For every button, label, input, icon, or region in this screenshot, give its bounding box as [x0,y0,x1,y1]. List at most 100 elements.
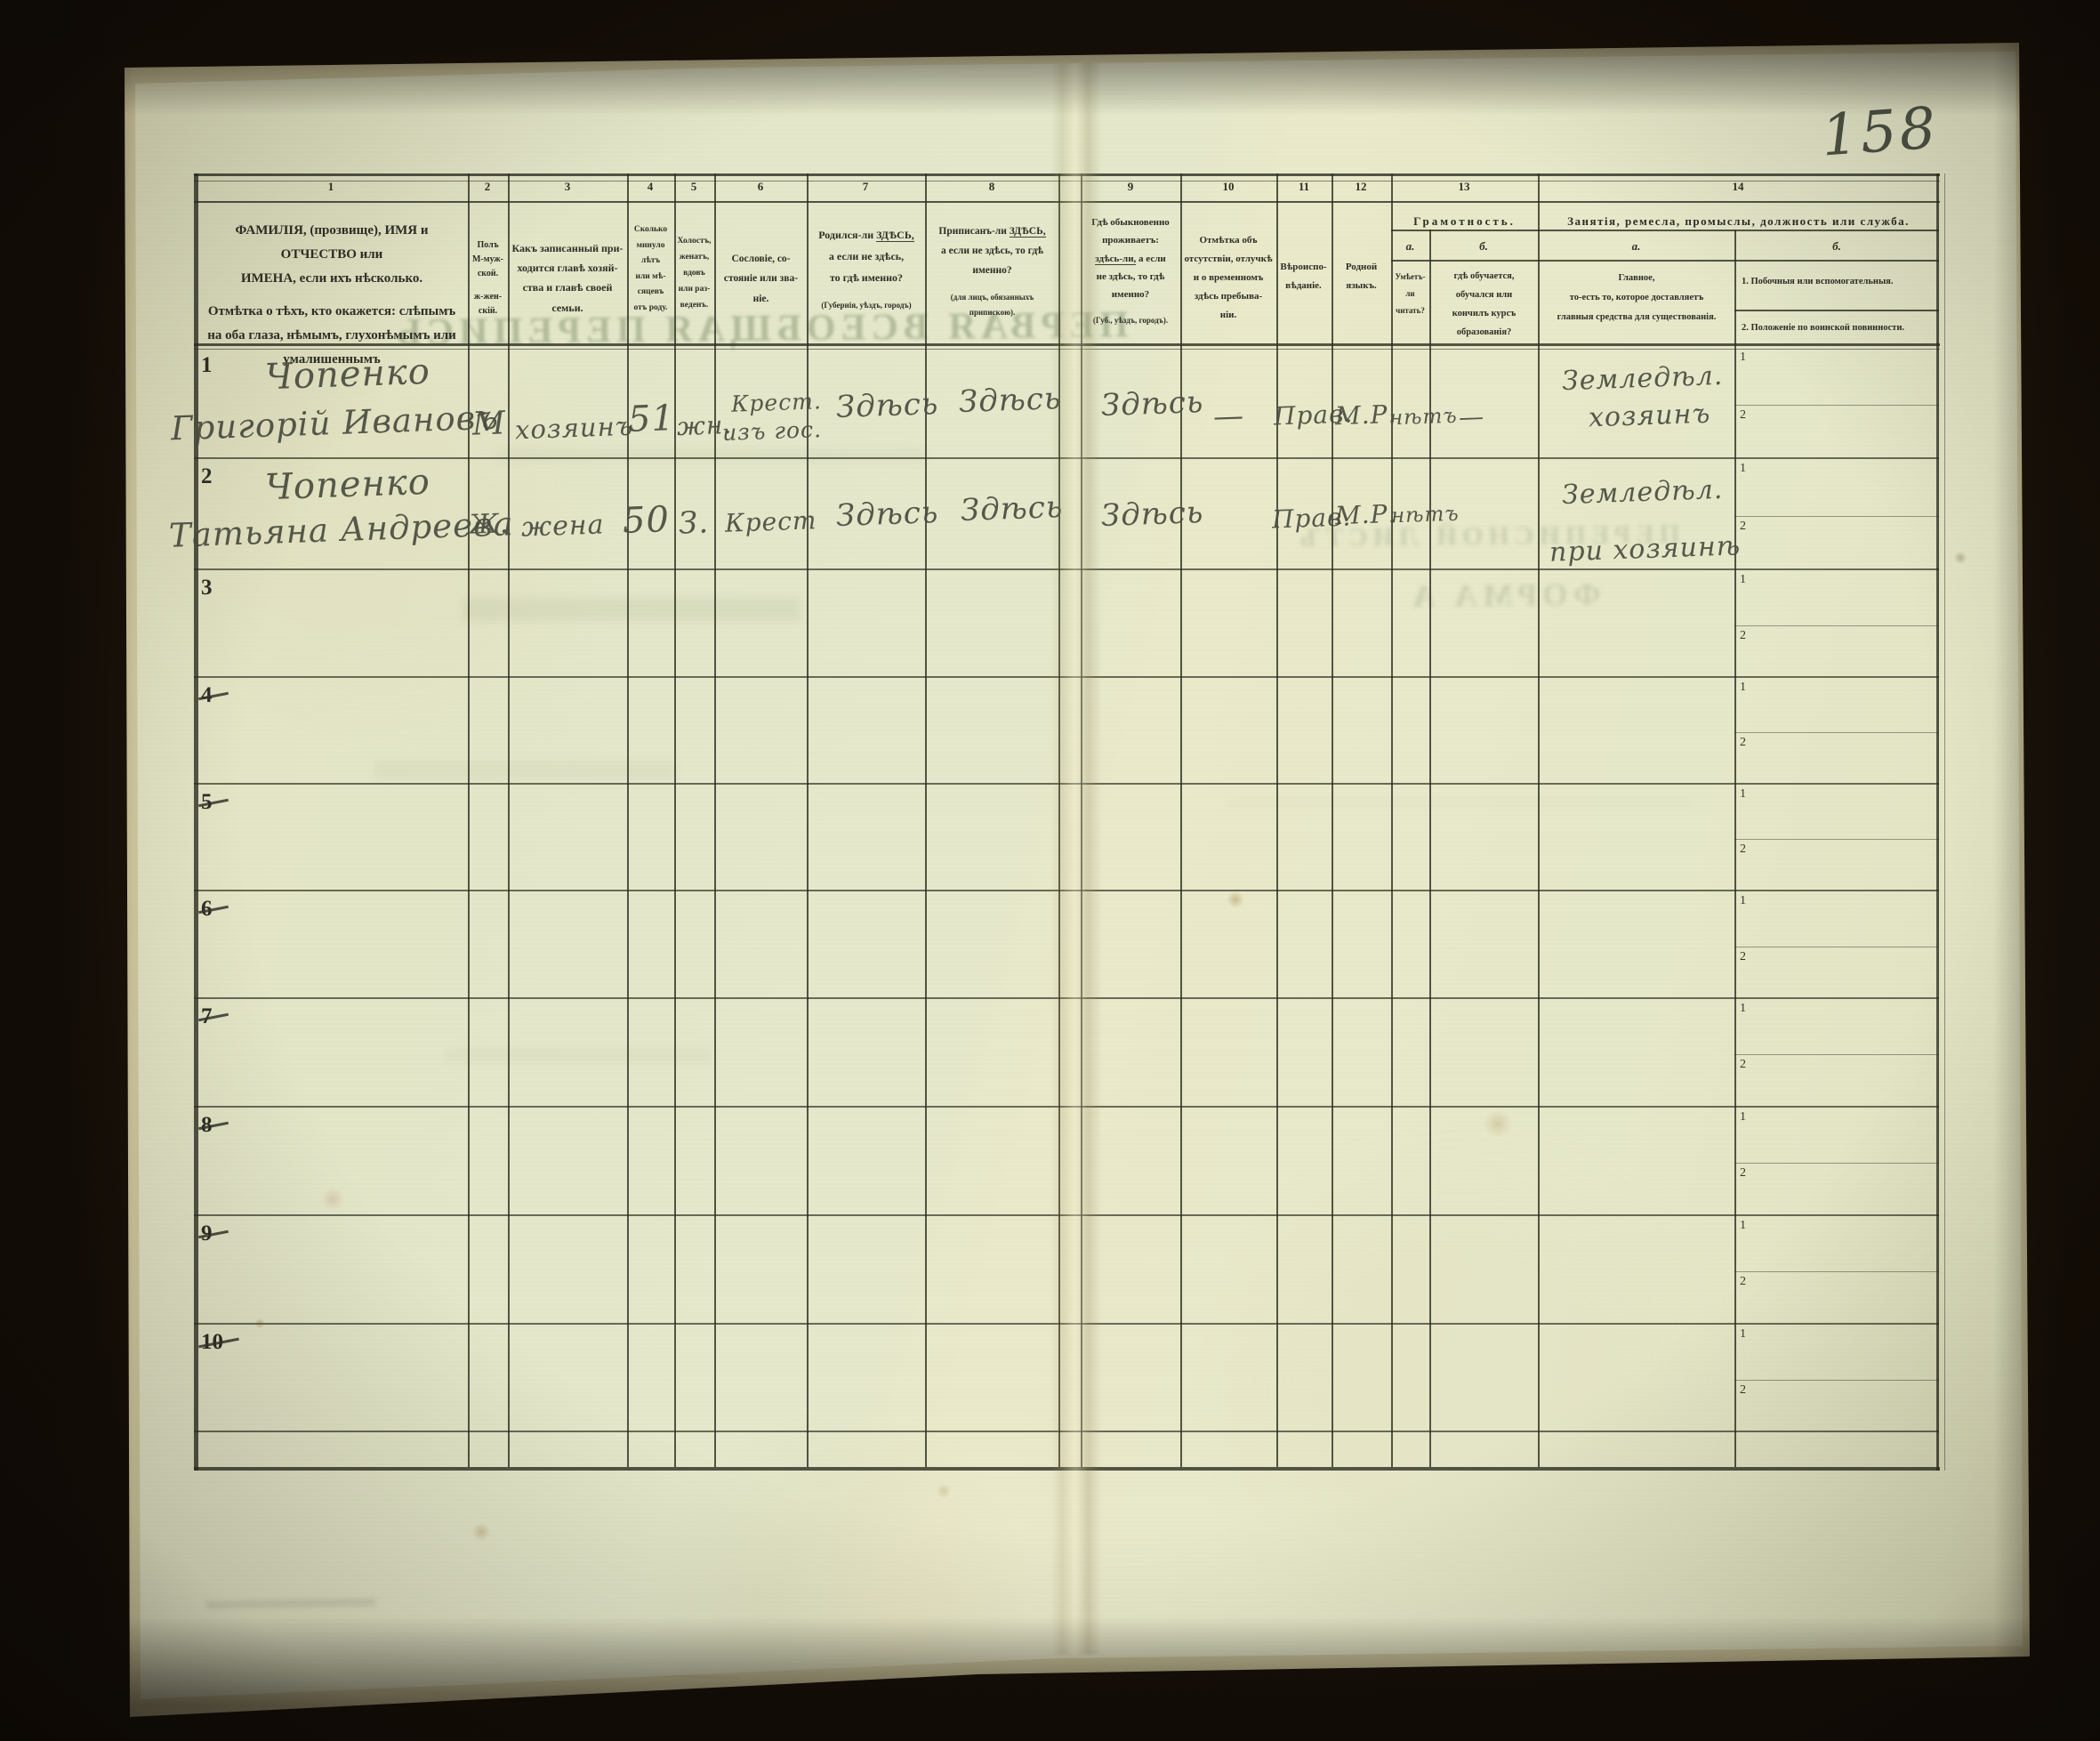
bottom-line-stub [0,308,2,393]
subcell-label: 2 [1740,408,1746,422]
row-number-strike [198,1121,229,1131]
subcell-label: 2 [1740,950,1746,963]
entry-surname: Чопенко [264,351,431,399]
header-col11-religion: Вѣроиспо- вѣданіе. [1280,262,1327,291]
header-col1-name: ФАМИЛІЯ, (прозвище), ИМЯ и ОТЧЕСТВО или … [207,223,456,367]
column-line [627,173,629,1467]
row-number: 6 [198,897,242,922]
row-line [194,1323,1939,1325]
header-col10-absence: Отмѣтка объ отсутствіи, отлучкѣ и о врем… [1184,235,1273,320]
header-col9-residence: Гдѣ обыкновенно проживаетъ: здѣсь-ли, а … [1091,217,1170,325]
header-col14b-military: 2. Положеніе по воинской повинности. [1742,323,1905,333]
bottom-line-stub [0,637,2,690]
header-col13b-letter: б. [1479,239,1488,253]
row-line [194,997,1939,999]
subcell-label: 1 [1740,681,1746,694]
column-line [1734,230,1736,1467]
row-line [194,676,1939,678]
header-col14-occupation-title: Занятія, ремесла, промыслы, должность ил… [1567,214,1910,228]
row-number: 2 [201,464,213,488]
entry-occupation-line1: Земледѣл. [1561,473,1724,512]
entry-estate-line1: Крест. [730,388,823,417]
subcell-label: 2 [1740,736,1746,749]
subcell-label: 1 [1740,787,1746,801]
entry-occupation-line2: при хозяинѣ [1549,530,1742,568]
column-number: 7 [862,180,869,193]
column-number: 5 [690,180,697,193]
column-number: 6 [757,180,764,193]
column-line [674,173,676,1467]
row-line [194,568,1939,570]
table-border-bottom [194,1467,1940,1471]
subcell-label: 2 [1740,1275,1746,1288]
row-number: 9 [198,1221,242,1246]
entry-surname: Чопенко [264,461,431,509]
page-number: 158 [1819,95,1941,170]
header-col13a-can-read: Умѣетъ- ли читать? [1395,272,1426,315]
column-number: 8 [988,180,995,193]
strip-bottom-line [194,201,1940,203]
bottom-line-stub [0,55,2,123]
subcell-divider [1734,516,1939,517]
bottom-line-stub [0,779,4,827]
header-col12-language: Родной языкъ. [1345,262,1378,291]
bottom-line-stub [0,690,2,779]
header-col7-birthplace: Родился-ли ЗДѢСЬ, а если не здѣсь, то гд… [818,229,914,310]
column-line [508,173,510,1467]
column-line [1391,173,1393,1467]
row-number: 7 [198,1004,242,1029]
subcell-label: 1 [1740,1002,1746,1015]
row-line [194,457,1939,459]
entry-language: М.Р. [1334,399,1397,431]
entry-sex: М [471,405,507,443]
entry-residence: Здѣсь [1100,384,1204,423]
header-col4-age: Сколько минуло лѣтъ или мѣ- сяцевъ отъ р… [633,225,668,312]
column-number: 9 [1127,180,1134,193]
subcell-label: 1 [1740,1219,1746,1232]
entry-sex: Ж. [468,508,510,541]
header-col14a-letter: а. [1631,239,1641,253]
entry-registration: Здѣсь [960,489,1064,528]
row-line [194,1431,1939,1432]
row-line [194,1106,1939,1108]
header-col8-registration: Приписанъ-ли ЗДѢСЬ, а если не здѣсь, то … [938,226,1046,317]
entry-age: 51 [627,398,676,440]
subcell-label: 2 [1740,1166,1746,1180]
subcell-divider [1734,625,1939,626]
column-number: 10 [1222,180,1235,193]
header-col5-marital: Холостъ, женатъ, вдовъ или раз- веденъ. [677,237,712,310]
entry-estate-line2: изъ гос. [721,416,823,446]
table-border-left [194,173,198,1471]
entry-age: 50 [622,499,671,542]
column-number: 11 [1298,180,1310,193]
subcell-divider [1734,1271,1939,1272]
subcell-label: 1 [1740,1110,1746,1124]
header-col14a-main-occupation: Главное, то-есть то, которое доставляетъ… [1557,273,1717,323]
row-number: 3 [201,576,213,600]
table-border-right [1936,173,1939,1471]
entry-estate-line1: Крест [724,505,817,538]
entry-education: — [1458,401,1485,432]
column-line [807,173,809,1467]
header-col13-literacy-title: Грамотность. [1413,214,1516,228]
subcell-label: 1 [1740,573,1746,586]
subcell-divider [1734,839,1939,840]
entry-registration: Здѣсь [958,381,1062,420]
entry-marital: З. [678,504,710,542]
entry-relation: хозяинъ [514,410,634,446]
subcell-label: 2 [1740,629,1746,642]
entry-language: М.Р. [1334,498,1397,531]
subcell-label: 2 [1740,1383,1746,1397]
column-number: 12 [1355,180,1367,193]
header-col2-sex: Полъ М-муж- ской. ж-жен- скій. [471,240,504,316]
entry-occupation-line1: Земледѣл. [1561,359,1724,398]
column-number: 1 [327,180,334,193]
subcell-divider [1734,1380,1939,1381]
subcell-label: 1 [1740,1327,1746,1341]
bottom-line-stub [0,560,2,637]
subcell-label: 1 [1740,462,1746,475]
bottom-line-stub [0,0,2,55]
subcell-divider [1734,1054,1939,1055]
